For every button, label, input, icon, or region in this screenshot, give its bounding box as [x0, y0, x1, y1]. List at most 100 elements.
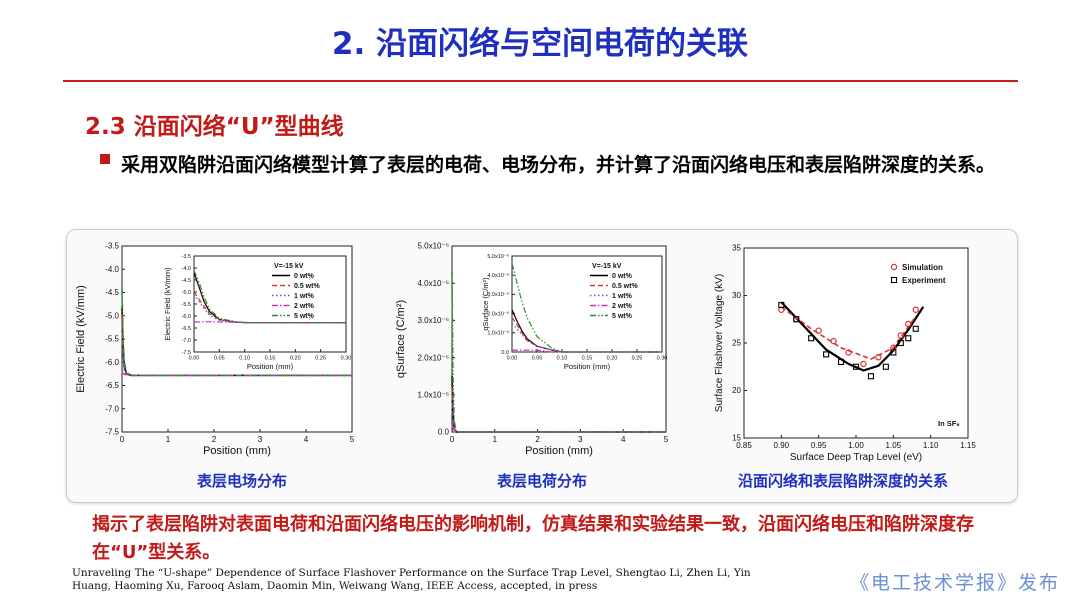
y-tick-label: -6.5	[105, 381, 119, 390]
y-tick-label: -3.5	[105, 242, 119, 251]
inset-x-tick-label: 0.15	[582, 356, 593, 362]
caption-flashover: 沿面闪络和表层陷阱深度的关系	[738, 472, 949, 490]
legend-label: 2 wt%	[294, 303, 315, 310]
bullet-square-icon	[100, 154, 110, 164]
series-line	[121, 287, 352, 377]
experiment-point	[897, 339, 904, 347]
inset-y-tick-label: -6.0	[182, 314, 191, 320]
y-tick-label: 15	[732, 434, 741, 443]
simulation-point	[845, 349, 852, 356]
y-tick-label: -4.0	[105, 265, 119, 274]
experiment-point	[838, 358, 845, 366]
y-tick-label: 5.0x10⁻⁶	[417, 242, 449, 251]
inset-y-tick-label: -6.5	[182, 326, 191, 332]
y-tick-label: -5.0	[105, 311, 119, 320]
inset-y-tick-label: -5.5	[182, 302, 191, 308]
inset-y-tick-label: -4.5	[182, 278, 191, 284]
legend-marker-experiment	[890, 276, 898, 284]
y-axis-label: Surface Flashover Voltage (kV)	[714, 274, 725, 412]
x-tick-label: 1.10	[923, 441, 939, 450]
y-axis-label: qSurface (C/m²)	[395, 300, 407, 378]
inset-x-tick-label: 0.10	[557, 356, 568, 362]
x-tick-label: 1.05	[886, 441, 902, 450]
x-tick-label: 5	[350, 435, 355, 444]
legend-label: 1 wt%	[612, 293, 633, 300]
experiment-point	[852, 363, 860, 370]
simulation-point	[897, 332, 904, 339]
experiment-point	[905, 335, 912, 342]
y-tick-label: 4.0x10⁻⁶	[417, 279, 449, 288]
bullet-text: 采用双陷阱沿面闪络模型计算了表层的电荷、电场分布，并计算了沿面闪络电压和表层陷阱…	[121, 154, 996, 176]
y-tick-label: 2.0x10⁻⁶	[417, 353, 449, 362]
annotation-label: In SF₆	[938, 419, 960, 428]
y-axis-label: Electric Field (kV/mm)	[75, 285, 87, 393]
y-tick-label: 1.0x10⁻⁶	[417, 390, 449, 399]
inset-x-tick-label: 0.25	[632, 356, 643, 362]
inset-y-tick-label: 4.0x10⁻⁶	[487, 272, 509, 279]
x-tick-label: 1	[493, 435, 498, 444]
x-tick-label: 1.00	[848, 441, 864, 450]
series-line	[451, 271, 666, 433]
x-tick-label: 0.95	[811, 441, 827, 450]
legend-marker-simulation	[890, 263, 898, 271]
conclusion-text: 揭示了表层陷阱对表面电荷和沿面闪络电压的影响机制，仿真结果和实验结果一致，沿面闪…	[92, 514, 974, 563]
legend-label: 1 wt%	[294, 293, 315, 300]
experiment-point	[823, 351, 830, 358]
legend-title: V=-15 kV	[274, 263, 304, 270]
simulation-point	[815, 327, 822, 334]
section-title: 2.3 沿面闪络“U”型曲线	[85, 114, 344, 140]
simulation-point	[905, 320, 912, 328]
inset-x-tick-label: 0.10	[239, 356, 250, 362]
x-axis-label: Position (mm)	[525, 445, 593, 457]
inset-y-tick-label: 0.0	[501, 350, 509, 356]
legend-label: 0 wt%	[294, 273, 315, 280]
inset-series-line	[193, 270, 346, 324]
x-tick-label: 2	[535, 435, 540, 444]
inset-y-tick-label: 1.0x10⁻⁶	[487, 330, 509, 337]
inset-x-tick-label: 0.00	[189, 356, 200, 362]
simulation-point	[875, 354, 882, 361]
legend-label: 5 wt%	[294, 313, 315, 320]
y-tick-label: -7.0	[105, 404, 119, 413]
x-tick-label: 5	[664, 435, 669, 444]
y-tick-label: 35	[732, 244, 741, 253]
inset-y-tick-label: -5.0	[182, 290, 191, 296]
legend-title: V=-15 kV	[592, 263, 622, 270]
legend-label: 0.5 wt%	[612, 283, 638, 290]
inset-x-tick-label: 0.20	[607, 356, 618, 362]
y-tick-label: 20	[732, 386, 741, 395]
inset-x-tick-label: 0.05	[214, 356, 225, 362]
plot-frame	[743, 247, 969, 439]
x-tick-label: 0	[450, 435, 455, 444]
x-tick-label: 1	[166, 435, 171, 444]
publisher-mark: 《电工技术学报》发布	[849, 572, 1060, 594]
reference-citation: Unraveling The “U-shape” Dependence of S…	[72, 567, 751, 592]
x-tick-label: 4	[621, 435, 626, 444]
inset-series-line	[194, 321, 346, 324]
legend-label: Experiment	[902, 276, 946, 285]
x-tick-label: 1.15	[960, 441, 976, 450]
y-tick-label: 30	[732, 291, 741, 300]
simulation-point	[860, 360, 867, 368]
inset-plot-frame	[193, 255, 347, 353]
legend-label: 2 wt%	[612, 303, 633, 310]
caption-electric-field: 表层电场分布	[197, 472, 288, 490]
x-tick-label: 0.90	[774, 441, 790, 450]
inset-x-tick-label: 0.00	[507, 356, 518, 362]
x-tick-label: 2	[212, 435, 217, 444]
y-tick-label: 3.0x10⁻⁶	[417, 316, 449, 325]
x-axis-label: Surface Deep Trap Level (eV)	[790, 452, 922, 463]
y-tick-label: -6.0	[105, 358, 119, 367]
inset-x-tick-label: 0.20	[290, 356, 301, 362]
experiment-point	[890, 349, 897, 356]
simulation-point	[830, 337, 837, 345]
experiment-point	[793, 316, 800, 323]
electric-field-chart: 0 1 2 3 4 5 -7.5 -7.0 -6.5 -6.0 -5.5 -5.0 -4.5 -4.0 -3…	[75, 242, 355, 457]
legend-label: Simulation	[902, 263, 943, 272]
surface-charge-chart: 0 1 2 3 4 5 0.0 1.0x10⁻⁶ 2.0x10⁻⁶ 3.0x10⁻⁶ 4.0x10⁻…	[395, 242, 669, 457]
inset-x-axis-label: Position (mm)	[564, 362, 611, 371]
legend-label: 0.5 wt%	[294, 283, 320, 290]
experiment-point	[808, 335, 815, 342]
y-tick-label: -7.5	[105, 428, 119, 437]
x-tick-label: 3	[258, 435, 263, 444]
